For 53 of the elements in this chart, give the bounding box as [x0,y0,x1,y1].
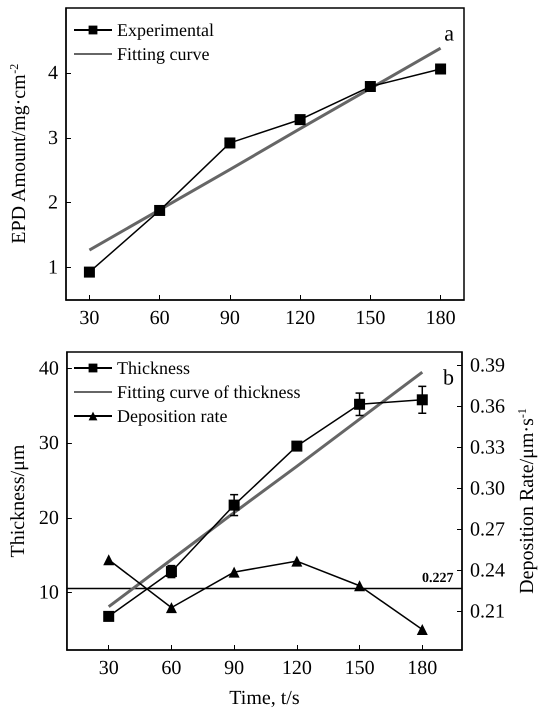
x-tick-label: 150 [344,657,375,679]
y2-tick-label: 0.39 [470,354,505,377]
y-tick-label: 20 [38,506,59,529]
legend-label: Deposition rate [117,406,228,426]
y-axis-title: EPD Amount/mg·cm-2 [7,64,30,244]
y-axis-title: Thickness/μm [7,444,29,558]
annotation: b [443,364,454,390]
y2-tick-label: 0.30 [470,478,505,500]
x-tick-label: 180 [426,307,456,329]
x-tick-label: 60 [150,307,170,329]
y-tick-label: 1 [48,256,58,279]
point [416,624,428,635]
point [228,566,240,578]
point [84,266,95,278]
y-tick-label: 4 [48,62,58,84]
point [224,137,236,148]
legend-label: Fitting curve [117,44,210,64]
x-tick-label: 180 [407,657,438,679]
y2-tick-label: 0.24 [470,560,505,582]
x-tick-label: 30 [79,307,100,329]
point [154,204,166,216]
y-tick-label: 10 [38,581,59,604]
y-tick-label: 2 [48,192,58,214]
x-tick-label: 60 [161,657,182,679]
point [294,114,306,126]
y2-tick-label: 0.36 [470,396,505,418]
x-tick-label: 90 [224,657,244,679]
y-tick-label: 3 [48,126,58,149]
y-tick-label: 40 [38,357,59,380]
line-series [88,46,442,252]
x-tick-label: 120 [285,307,316,329]
point [435,63,446,74]
point [354,580,366,592]
y-tick-label: 30 [38,432,59,454]
point [103,554,114,566]
legend-label: Fitting curve of thickness [117,382,300,402]
x-tick-label: 90 [220,307,240,329]
y2-tick-label: 0.27 [470,518,505,541]
y2-axis-title: Deposition Rate/μm·s-1 [515,408,538,594]
x-tick-label: 30 [98,657,119,679]
legend-label: Experimental [117,20,214,40]
x-tick-label: 150 [355,307,386,329]
point [364,81,376,92]
x-axis-title: Time, t/s [229,687,300,709]
ref-line-label: 0.227 [422,570,454,586]
x-tick-label: 120 [282,657,312,679]
annotation: a [444,20,454,46]
y2-tick-label: 0.33 [470,436,505,459]
point [103,610,114,622]
point [291,556,302,567]
point [166,602,177,614]
y2-tick-label: 0.21 [470,600,505,623]
legend-label: Thickness [117,358,190,378]
